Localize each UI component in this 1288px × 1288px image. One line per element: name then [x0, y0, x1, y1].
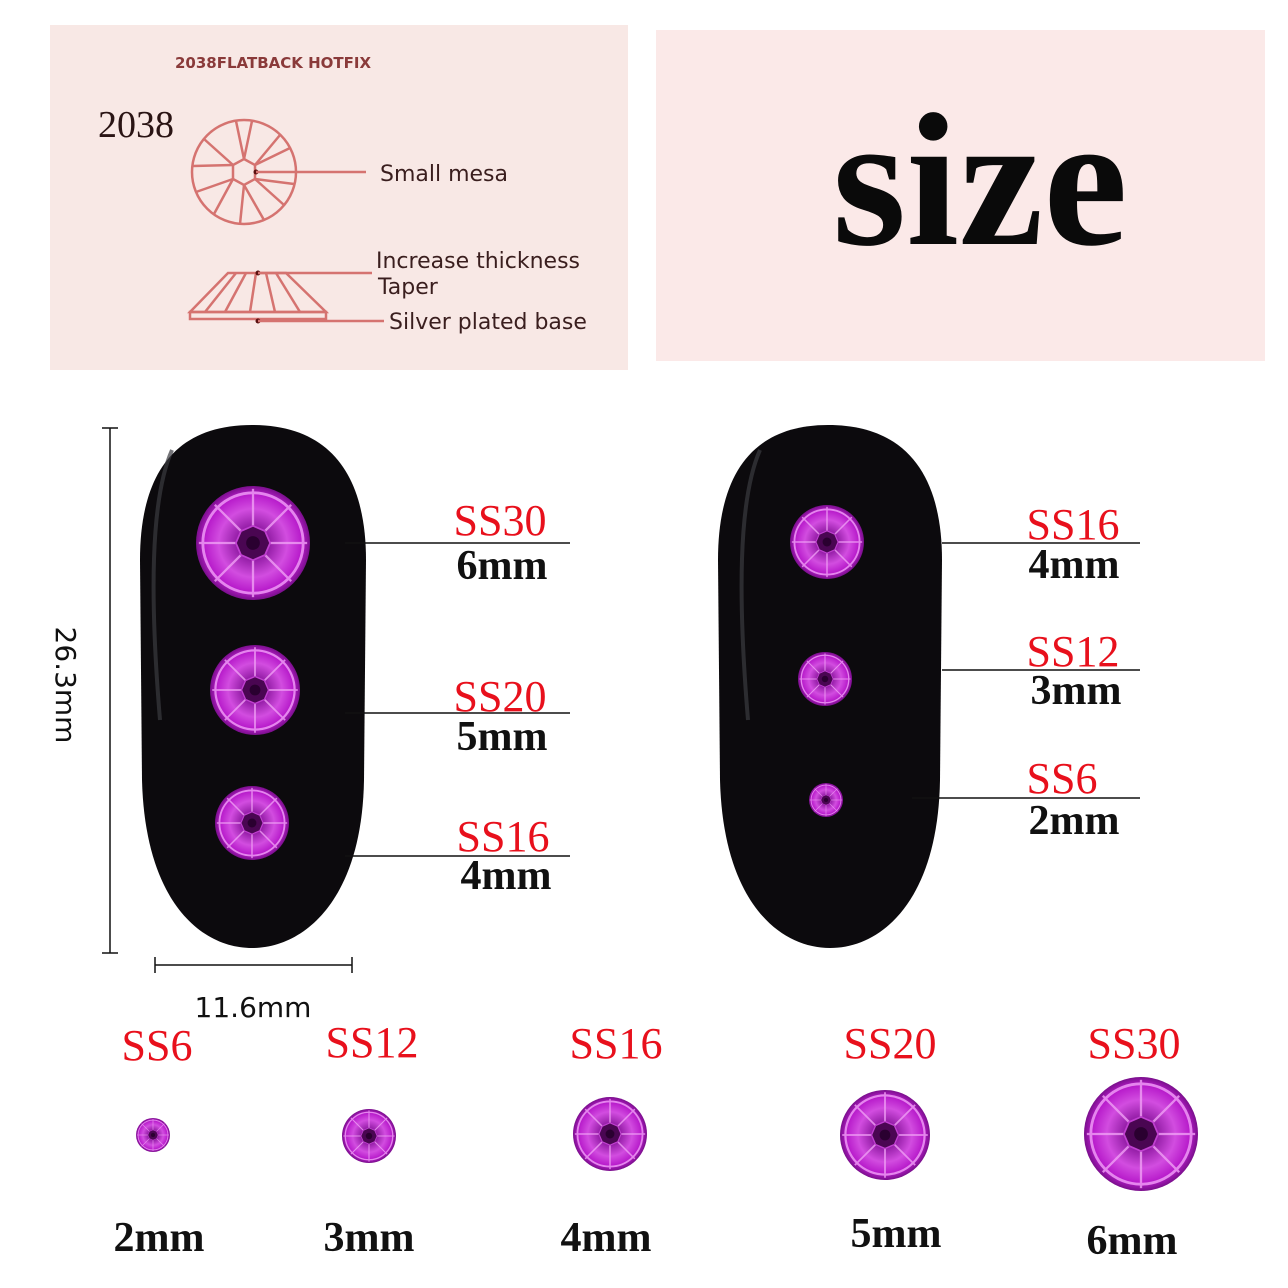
- label-increase-thickness: Increase thickness: [376, 249, 580, 274]
- chart-ss-0: SS6: [122, 1021, 193, 1070]
- top-view-diagram: [190, 118, 366, 226]
- nail-right-mm-1: 3mm: [1031, 668, 1122, 714]
- nail-left-mm-2: 4mm: [461, 853, 552, 899]
- size-chart: SS6 SS12 SS16 SS20 SS30 2mm 3mm 4mm 5mm …: [114, 1018, 1198, 1264]
- chart-mm-4: 6mm: [1087, 1218, 1178, 1264]
- chart-gem-4mm: [573, 1097, 647, 1171]
- chart-ss-1: SS12: [326, 1018, 419, 1067]
- nail-left-ss-0: SS30: [454, 496, 547, 545]
- chart-gem-3mm: [342, 1109, 396, 1163]
- chart-mm-1: 3mm: [324, 1215, 415, 1261]
- diagram-panel: 2038FLATBACK HOTFIX 2038 Small mesa: [50, 25, 628, 370]
- diagram-heading: 2038FLATBACK HOTFIX: [175, 54, 371, 72]
- height-label: 26.3mm: [49, 627, 82, 744]
- gem-ss16: [215, 786, 289, 860]
- label-silver-plated-base: Silver plated base: [389, 310, 587, 335]
- nail-right-mm-2: 2mm: [1029, 798, 1120, 844]
- nail-right: SS16 4mm SS12 3mm SS6 2mm: [718, 425, 1140, 948]
- height-dimension: [102, 427, 118, 954]
- gem-ss12: [798, 652, 852, 706]
- width-dimension: [154, 957, 353, 973]
- chart-ss-4: SS30: [1088, 1019, 1181, 1068]
- nail-right-ss-2: SS6: [1027, 754, 1098, 803]
- chart-gem-2mm: [136, 1118, 170, 1152]
- title-panel: size: [656, 30, 1265, 361]
- gem-ss16: [790, 505, 864, 579]
- chart-gem-5mm: [840, 1090, 930, 1180]
- gem-ss30: [196, 486, 310, 600]
- chart-mm-2: 4mm: [561, 1215, 652, 1261]
- chart-gem-6mm: [1084, 1077, 1198, 1191]
- chart-ss-2: SS16: [570, 1019, 663, 1068]
- nail-right-ss-1: SS12: [1027, 627, 1120, 676]
- nail-left-mm-1: 5mm: [457, 714, 548, 760]
- model-number: 2038: [98, 104, 174, 146]
- label-small-mesa: Small mesa: [380, 162, 508, 187]
- diagram-panel-bg: [50, 25, 628, 370]
- chart-ss-3: SS20: [844, 1019, 937, 1068]
- chart-mm-0: 2mm: [114, 1215, 205, 1261]
- nail-left-ss-1: SS20: [454, 672, 547, 721]
- nail-right-mm-0: 4mm: [1029, 542, 1120, 588]
- page-title: size: [832, 76, 1127, 286]
- side-view-diagram: [187, 270, 384, 324]
- nail-right-ss-0: SS16: [1027, 500, 1120, 549]
- nail-left-ss-2: SS16: [457, 812, 550, 861]
- nail-left-mm-0: 6mm: [457, 543, 548, 589]
- gem-ss20: [210, 645, 300, 735]
- gem-ss6: [809, 783, 843, 817]
- title-panel-bg: [656, 30, 1265, 361]
- chart-mm-3: 5mm: [851, 1211, 942, 1257]
- width-label: 11.6mm: [195, 991, 312, 1024]
- label-taper: Taper: [377, 275, 439, 300]
- nail-left: SS30 6mm SS20 5mm SS16 4mm: [140, 425, 570, 948]
